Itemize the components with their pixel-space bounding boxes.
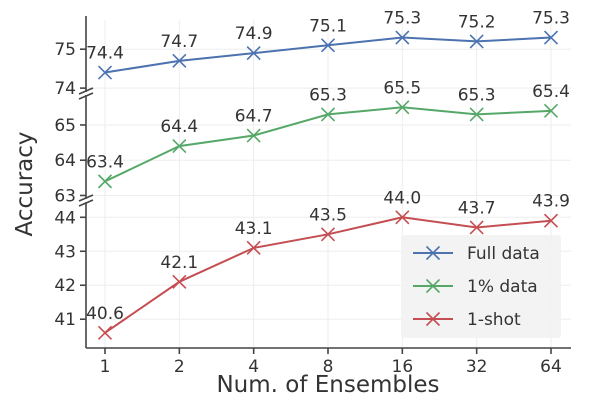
y-tick-label-43: 43 — [54, 242, 76, 262]
data-point-1-shot-8 — [320, 227, 336, 242]
data-label-full-data-16: 75.3 — [383, 9, 421, 29]
data-label-1-data-16: 65.5 — [383, 78, 421, 98]
x-tick-label-4: 4 — [248, 357, 259, 377]
axis-break-mark-1-1 — [78, 87, 94, 95]
data-point-1-data-64 — [543, 103, 559, 118]
data-label-full-data-4: 74.9 — [235, 24, 273, 44]
x-tick-label-32: 32 — [466, 357, 488, 377]
legend-box — [401, 235, 561, 338]
legend-item-1-shot: 1-shot — [413, 310, 521, 330]
data-point-full-data-16 — [395, 30, 410, 45]
data-point-full-data-32 — [469, 34, 484, 49]
data-point-1-shot-32 — [469, 220, 484, 235]
data-label-layer: 74.4 74.7 74.9 75.1 75.3 75.2 75.3 63.4 64.4 64.7… — [86, 9, 570, 324]
data-point-full-data-4 — [246, 46, 261, 61]
data-label-1-data-4: 64.7 — [235, 107, 273, 127]
y-tick-label-42: 42 — [54, 276, 76, 296]
data-label-1-data-32: 65.3 — [458, 85, 496, 105]
axis-break-mark-1-2 — [78, 92, 94, 100]
series-layer — [97, 30, 559, 340]
legend-marker-full-data — [425, 245, 441, 261]
data-label-1-data-64: 65.4 — [532, 82, 570, 102]
data-point-1-data-1 — [97, 174, 113, 189]
axis-layer: 74 75 63 64 65 41 42 43 44 1 2 4 8 16 32 64 — [54, 16, 571, 377]
data-label-1-shot-4: 43.1 — [235, 219, 273, 239]
data-label-1-data-1: 63.4 — [86, 152, 124, 172]
data-label-1-shot-8: 43.5 — [309, 205, 347, 225]
data-label-1-data-2: 64.4 — [160, 117, 198, 137]
data-label-1-data-8: 65.3 — [309, 85, 347, 105]
legend-label-1-data: 1% data — [467, 277, 538, 297]
data-point-1-data-16 — [395, 100, 410, 115]
legend: Full data 1% data 1-shot — [401, 235, 561, 338]
y-tick-label-74: 74 — [54, 79, 76, 99]
data-point-full-data-64 — [543, 30, 559, 45]
data-point-1-shot-4 — [246, 240, 261, 255]
data-label-full-data-2: 74.7 — [160, 32, 198, 52]
data-label-1-shot-16: 44.0 — [383, 188, 421, 208]
legend-marker-1-shot — [425, 311, 441, 327]
legend-marker-1-data — [425, 278, 441, 294]
y-axis-title: Accuracy — [12, 131, 38, 236]
data-point-1-data-2 — [172, 139, 187, 154]
y-tick-label-65: 65 — [54, 116, 76, 136]
data-label-full-data-8: 75.1 — [309, 16, 347, 36]
x-tick-label-1: 1 — [100, 357, 111, 377]
x-axis-title: Num. of Ensembles — [216, 372, 439, 398]
legend-item-1-data: 1% data — [413, 277, 538, 297]
y-tick-label-75: 75 — [54, 40, 76, 60]
data-label-1-shot-32: 43.7 — [458, 198, 496, 218]
data-point-1-data-32 — [469, 107, 484, 122]
y-tick-label-44: 44 — [54, 208, 76, 228]
data-point-full-data-1 — [97, 65, 113, 80]
data-label-1-shot-2: 42.1 — [160, 253, 198, 273]
y-tick-label-63: 63 — [54, 186, 76, 206]
legend-label-1-shot: 1-shot — [467, 310, 521, 330]
x-tick-label-64: 64 — [540, 357, 562, 377]
x-tick-label-16: 16 — [392, 357, 414, 377]
data-point-1-shot-16 — [395, 210, 410, 225]
y-tick-label-64: 64 — [54, 151, 76, 171]
y-tick-label-41: 41 — [54, 310, 76, 330]
axis-break-mark-2-2 — [78, 199, 94, 207]
data-point-1-shot-64 — [543, 213, 559, 228]
legend-label-full-data: Full data — [467, 244, 540, 264]
data-point-full-data-8 — [320, 38, 336, 53]
data-point-1-shot-1 — [97, 325, 113, 340]
x-tick-label-8: 8 — [323, 357, 334, 377]
data-point-1-data-8 — [320, 107, 336, 122]
axis-break-mark-2-1 — [78, 194, 94, 202]
data-point-1-data-4 — [246, 128, 261, 143]
data-label-full-data-64: 75.3 — [532, 9, 570, 29]
x-tick-label-2: 2 — [174, 357, 185, 377]
data-label-full-data-1: 74.4 — [86, 44, 124, 64]
data-label-1-shot-1: 40.6 — [86, 304, 124, 324]
data-point-1-shot-2 — [172, 274, 187, 289]
data-label-1-shot-64: 43.9 — [532, 192, 570, 212]
legend-item-full-data: Full data — [413, 244, 540, 264]
data-label-full-data-32: 75.2 — [458, 12, 496, 32]
data-point-full-data-2 — [172, 53, 187, 68]
